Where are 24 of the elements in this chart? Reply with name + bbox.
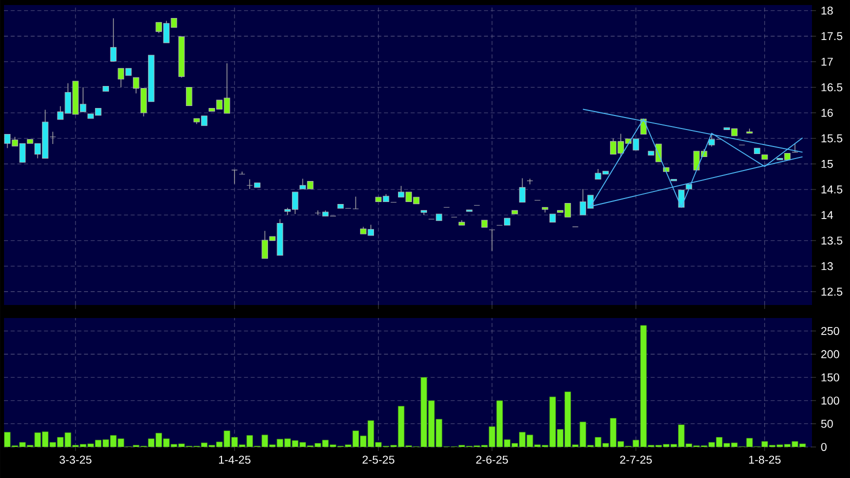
y-tick-label: 200 (821, 350, 840, 358)
y-tick-label: 250 (821, 326, 840, 335)
y-tick-label: 16 (822, 108, 833, 117)
y-tick-label: 18 (822, 6, 833, 15)
x-tick-label: 1-8-25 (749, 456, 781, 464)
y-tick-label: 15.5 (822, 134, 842, 142)
x-tick-label: 3-3-25 (60, 456, 92, 464)
y-tick-label: 13.5 (822, 236, 842, 245)
y-tick-label: 15 (822, 160, 833, 168)
y-tick-label: 14 (822, 211, 833, 219)
y-tick-label: 17.5 (822, 32, 842, 40)
x-tick-label: 2-6-25 (476, 456, 508, 464)
y-tick-label: 0 (821, 442, 827, 451)
y-tick-label: 50 (821, 420, 833, 428)
y-tick-label: 150 (822, 373, 840, 382)
x-tick-label: 1-4-25 (219, 456, 250, 464)
x-tick-label: 2-5-25 (362, 456, 394, 464)
y-tick-label: 16.5 (822, 83, 842, 92)
y-tick-label: 17 (822, 58, 833, 66)
y-tick-label: 14.5 (822, 186, 842, 194)
y-tick-label: 12.5 (822, 288, 842, 296)
y-tick-label: 100 (822, 396, 840, 405)
y-tick-label: 13 (822, 262, 833, 270)
x-tick-label: 2-7-25 (620, 456, 652, 464)
